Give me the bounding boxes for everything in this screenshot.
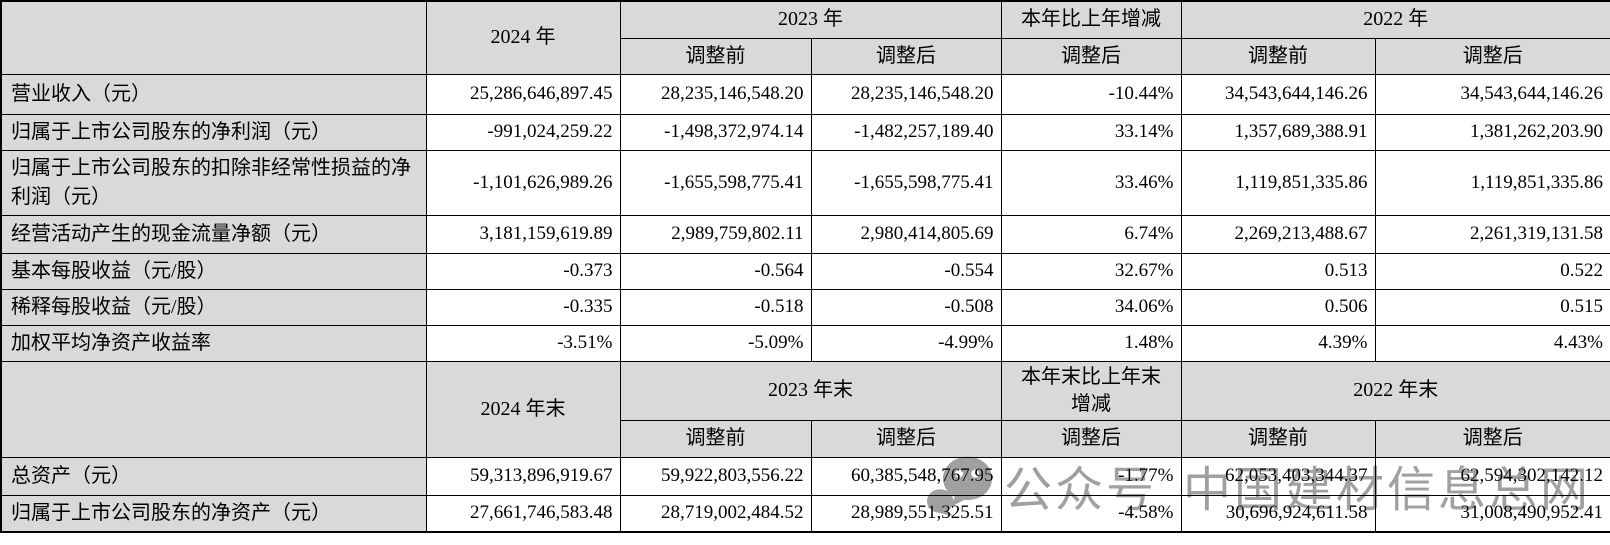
cell-value: -0.508 [810,288,1002,326]
subheader-yearend-change-post-adjust: 调整后 [1000,419,1182,458]
cell-value: -991,024,259.22 [425,113,621,151]
row-label: 基本每股收益（元/股） [0,252,427,290]
cell-value: 28,989,551,325.51 [810,494,1002,533]
row-operating-revenue: 营业收入（元） 25,286,646,897.45 28,235,146,548… [0,73,1610,115]
corner-blank-cell-2 [0,360,427,458]
header-yearend-2022: 2022 年末 [1180,360,1610,421]
cell-value: 25,286,646,897.45 [425,73,621,115]
corner-blank-cell [0,0,427,75]
cell-value: 1,381,262,203.90 [1374,113,1610,151]
header-yearend-change-line2: 增减 [1071,392,1111,415]
header-yearend-2023: 2023 年末 [619,360,1002,421]
cell-value: 4.39% [1180,324,1376,362]
header-year-2023: 2023 年 [619,0,1002,39]
header-yearend-change: 本年末比上年末 增减 [1000,360,1182,421]
cell-value: 1,119,851,335.86 [1374,149,1610,216]
cell-value: 2,980,414,805.69 [810,214,1002,254]
header-year-2024: 2024 年 [425,0,621,75]
cell-value: -0.518 [619,288,812,326]
cell-value: 34,543,644,146.26 [1180,73,1376,115]
subheader-2023-pre-adjust: 调整前 [619,37,812,75]
header-yoy-change: 本年比上年增减 [1000,0,1182,39]
row-weighted-roe: 加权平均净资产收益率 -3.51% -5.09% -4.99% 1.48% 4.… [0,324,1610,362]
cell-value: -1,655,598,775.41 [810,149,1002,216]
cell-value: 2,261,319,131.58 [1374,214,1610,254]
cell-value: 1,119,851,335.86 [1180,149,1376,216]
cell-value: 59,313,896,919.67 [425,456,621,496]
cell-value: -3.51% [425,324,621,362]
row-basic-eps: 基本每股收益（元/股） -0.373 -0.564 -0.554 32.67% … [0,252,1610,290]
financial-summary-table: 2024 年 2023 年 本年比上年增减 2022 年 调整前 调整后 调整后… [0,0,1610,533]
subheader-yearend-2023-post-adjust: 调整后 [810,419,1002,458]
cell-value: 59,922,803,556.22 [619,456,812,496]
subheader-yearend-2022-pre-adjust: 调整前 [1180,419,1376,458]
cell-value: 62,594,302,142.12 [1374,456,1610,496]
cell-value: 28,235,146,548.20 [619,73,812,115]
row-label: 加权平均净资产收益率 [0,324,427,362]
cell-value: 33.46% [1000,149,1182,216]
subheader-change-post-adjust: 调整后 [1000,37,1182,75]
cell-value: 0.506 [1180,288,1376,326]
cell-value: -1.77% [1000,456,1182,496]
cell-value: 2,989,759,802.11 [619,214,812,254]
cell-value: 60,385,548,767.95 [810,456,1002,496]
header-yearend-change-line1: 本年末比上年末 [1021,365,1161,388]
header-year-2022: 2022 年 [1180,0,1610,39]
cell-value: 33.14% [1000,113,1182,151]
header-yearend-2024: 2024 年末 [425,360,621,458]
cell-value: 4.43% [1374,324,1610,362]
cell-value: -1,498,372,974.14 [619,113,812,151]
subheader-2023-post-adjust: 调整后 [810,37,1002,75]
row-net-profit-excl-nonrecurring: 归属于上市公司股东的扣除非经常性损益的净利润（元） -1,101,626,989… [0,149,1610,216]
cell-value: 28,719,002,484.52 [619,494,812,533]
cell-value: 32.67% [1000,252,1182,290]
cell-value: 34,543,644,146.26 [1374,73,1610,115]
row-net-assets: 归属于上市公司股东的净资产（元） 27,661,746,583.48 28,71… [0,494,1610,533]
cell-value: -4.99% [810,324,1002,362]
row-label: 归属于上市公司股东的净资产（元） [0,494,427,533]
cell-value: 1.48% [1000,324,1182,362]
cell-value: 34.06% [1000,288,1182,326]
cell-value: -10.44% [1000,73,1182,115]
cell-value: 31,008,490,952.41 [1374,494,1610,533]
row-label: 经营活动产生的现金流量净额（元） [0,214,427,254]
subheader-yearend-2023-pre-adjust: 调整前 [619,419,812,458]
cell-value: -0.554 [810,252,1002,290]
subheader-2022-post-adjust: 调整后 [1374,37,1610,75]
cell-value: 2,269,213,488.67 [1180,214,1376,254]
row-label: 稀释每股收益（元/股） [0,288,427,326]
row-label: 归属于上市公司股东的扣除非经常性损益的净利润（元） [0,149,427,216]
cell-value: 6.74% [1000,214,1182,254]
row-total-assets: 总资产（元） 59,313,896,919.67 59,922,803,556.… [0,456,1610,496]
row-operating-cash-flow: 经营活动产生的现金流量净额（元） 3,181,159,619.89 2,989,… [0,214,1610,254]
row-net-profit: 归属于上市公司股东的净利润（元） -991,024,259.22 -1,498,… [0,113,1610,151]
cell-value: 27,661,746,583.48 [425,494,621,533]
subheader-yearend-2022-post-adjust: 调整后 [1374,419,1610,458]
row-label: 总资产（元） [0,456,427,496]
cell-value: -0.335 [425,288,621,326]
cell-value: 0.515 [1374,288,1610,326]
cell-value: 0.522 [1374,252,1610,290]
cell-value: -1,101,626,989.26 [425,149,621,216]
cell-value: 62,053,403,344.37 [1180,456,1376,496]
cell-value: 0.513 [1180,252,1376,290]
cell-value: -0.564 [619,252,812,290]
cell-value: -5.09% [619,324,812,362]
cell-value: 3,181,159,619.89 [425,214,621,254]
cell-value: 30,696,924,611.58 [1180,494,1376,533]
subheader-2022-pre-adjust: 调整前 [1180,37,1376,75]
row-label: 归属于上市公司股东的净利润（元） [0,113,427,151]
cell-value: -0.373 [425,252,621,290]
cell-value: -4.58% [1000,494,1182,533]
cell-value: -1,655,598,775.41 [619,149,812,216]
cell-value: 28,235,146,548.20 [810,73,1002,115]
cell-value: 1,357,689,388.91 [1180,113,1376,151]
row-diluted-eps: 稀释每股收益（元/股） -0.335 -0.518 -0.508 34.06% … [0,288,1610,326]
row-label: 营业收入（元） [0,73,427,115]
cell-value: -1,482,257,189.40 [810,113,1002,151]
